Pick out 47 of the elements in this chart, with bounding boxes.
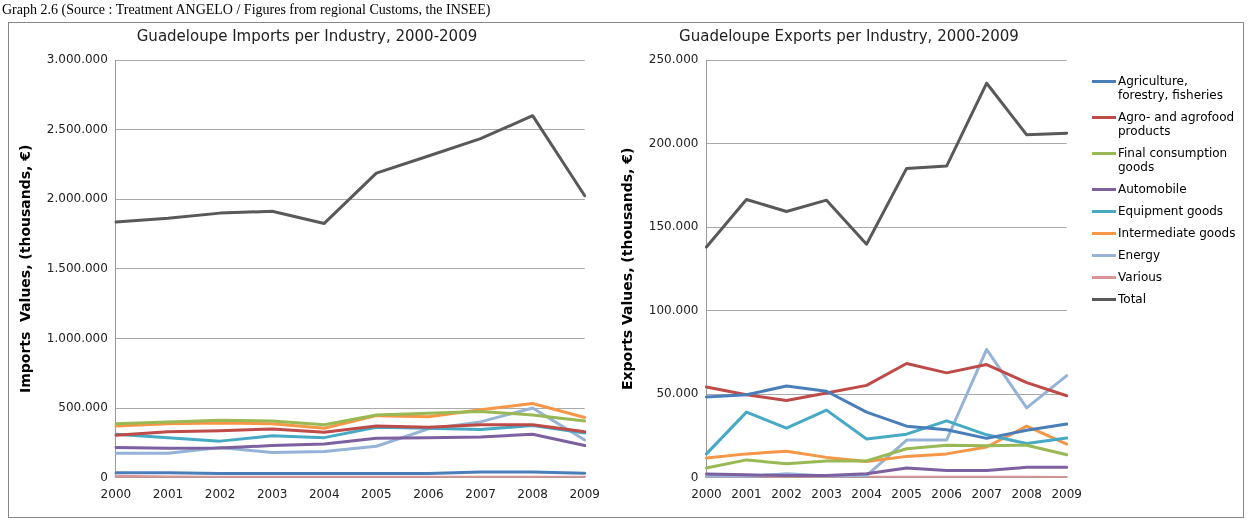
x-tick-label: 2005 [361,486,392,501]
caption: Graph 2.6 (Source : Treatment ANGELO / Figures from regional Customs, the INSEE) [2,2,491,17]
legend-label: Various [1118,270,1163,284]
y-tick-label: 3.000.000 [46,52,108,67]
legend-label: Equipment goods [1118,204,1224,218]
legend-label: Agriculture, forestry, fisheries [1118,74,1224,102]
y-axis-title: Imports Values, (thousands, €) [17,144,34,394]
x-tick-label: 2008 [1011,486,1042,501]
legend-label: Final consumption goods [1118,146,1229,174]
legend-label: Energy [1118,248,1161,262]
y-tick-label: 1.500.000 [46,260,108,275]
x-tick-label: 2002 [771,486,802,501]
chart-title: Guadeloupe Imports per Industry, 2000-2009 [136,26,478,45]
legend-label: Intermediate goods [1118,226,1236,240]
y-tick-label: 0 [690,469,699,484]
x-tick-label: 2008 [517,486,548,501]
y-tick-label: 2.500.000 [46,121,108,136]
x-tick-label: 2004 [851,486,882,501]
x-tick-label: 2001 [731,486,762,501]
x-tick-label: 2006 [931,486,962,501]
x-tick-label: 2000 [691,486,722,501]
x-tick-label: 2004 [308,486,340,501]
y-tick-label: 1.000.000 [46,330,108,345]
x-tick-label: 2009 [569,486,600,501]
y-tick-label: 200.000 [648,135,699,150]
legend-label: Automobile [1118,182,1187,196]
y-tick-label: 250.000 [648,52,699,67]
chart-title: Guadeloupe Exports per Industry, 2000-2009 [679,26,1019,45]
y-tick-label: 0 [100,469,108,484]
y-tick-label: 100.000 [648,302,699,317]
x-tick-label: 2007 [971,486,1002,501]
y-tick-label: 50.000 [656,386,699,401]
y-tick-label: 2.000.000 [46,191,108,206]
x-tick-label: 2003 [811,486,842,501]
legend-label: Total [1118,292,1147,306]
x-tick-label: 2001 [152,486,184,501]
x-tick-label: 2006 [413,486,444,501]
x-tick-label: 2007 [465,486,496,501]
x-tick-label: 2009 [1051,486,1082,501]
x-tick-label: 2003 [256,486,288,501]
y-axis-title: Exports Values, (thousands, €) [619,147,636,391]
y-tick-label: 500.000 [58,400,108,415]
x-tick-label: 2002 [204,486,236,501]
y-tick-label: 150.000 [648,219,699,234]
legend-label: Agro- and agrofood products [1118,110,1236,138]
x-tick-label: 2005 [891,486,922,501]
x-tick-label: 2000 [100,486,132,501]
